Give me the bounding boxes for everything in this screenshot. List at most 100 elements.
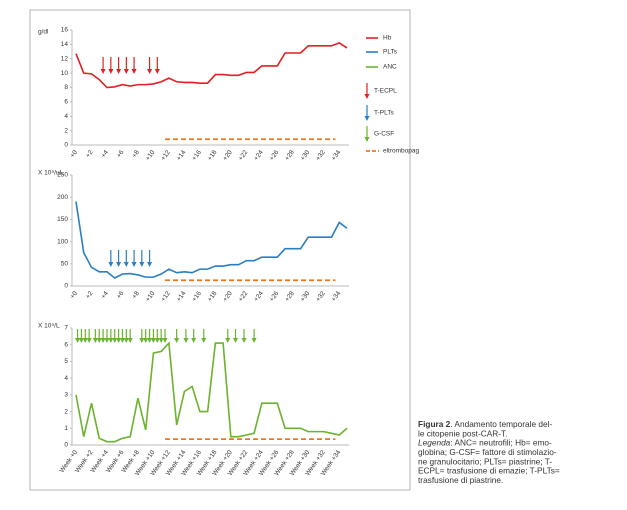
caption-legend-label: Legenda — [418, 438, 451, 448]
y-tick-label: 200 — [57, 194, 68, 201]
arrow-head — [158, 338, 164, 343]
arrow — [162, 329, 168, 343]
arrow — [116, 329, 122, 343]
arrow-head — [162, 338, 168, 343]
arrow-head — [100, 69, 106, 74]
arrow-head — [191, 338, 197, 343]
arrow-head — [147, 262, 153, 267]
arrow — [174, 329, 180, 343]
arrow — [82, 329, 88, 343]
arrow-head — [108, 69, 114, 74]
y-tick-label: 6 — [64, 341, 68, 348]
arrow — [78, 329, 84, 343]
arrow-head — [225, 338, 231, 343]
arrow — [92, 329, 98, 343]
x-tick-label: +6 — [116, 149, 126, 159]
arrow — [123, 250, 129, 267]
arrow — [96, 329, 102, 343]
arrow — [131, 250, 137, 267]
legend-label: Hb — [383, 35, 392, 42]
arrow-head — [123, 338, 129, 343]
y-tick-label: 150 — [57, 216, 68, 223]
legend-label: T-ECPL — [374, 88, 397, 95]
arrow-head — [92, 338, 98, 343]
y-axis-label: g/dl — [38, 29, 49, 36]
arrow — [183, 329, 189, 343]
arrow — [116, 250, 122, 267]
y-tick-label: 4 — [64, 113, 68, 120]
arrow — [75, 329, 81, 343]
arrow — [233, 329, 239, 343]
figure-frame — [29, 9, 411, 491]
x-tick-label: +8 — [131, 149, 141, 159]
x-tick-label: +0 — [69, 149, 79, 159]
caption-line: ne granulocitario; PLTs= piastrine; T- — [418, 456, 552, 466]
arrow-head — [251, 338, 257, 343]
arrow — [364, 83, 370, 99]
caption-line: trasfusione di piastrine. — [418, 475, 503, 485]
arrow — [241, 329, 247, 343]
legend-label: ANC — [383, 64, 397, 71]
x-tick-label: +4 — [100, 149, 110, 159]
arrow-head — [143, 338, 149, 343]
caption-label: Figura 2 — [418, 419, 451, 429]
y-tick-label: 0 — [64, 283, 68, 290]
y-tick-label: 6 — [64, 99, 68, 106]
arrow — [154, 57, 160, 74]
caption-line: le citopenie post-CAR-T. — [418, 428, 507, 438]
x-tick-label: +0 — [69, 290, 79, 300]
arrow-head — [233, 338, 239, 343]
y-tick-label: 2 — [64, 127, 68, 134]
y-tick-label: 5 — [64, 358, 68, 365]
arrow — [225, 329, 231, 343]
arrow — [147, 250, 153, 267]
y-tick-label: 100 — [57, 238, 68, 245]
arrow — [143, 329, 149, 343]
arrow-head — [364, 137, 370, 142]
arrow-head — [78, 338, 84, 343]
arrow — [112, 329, 118, 343]
caption-line: Legenda: ANC= neutrofili; Hb= emo- — [418, 438, 552, 448]
arrow-head — [82, 338, 88, 343]
y-tick-label: 12 — [61, 55, 69, 62]
arrow — [201, 329, 207, 343]
y-tick-label: 8 — [64, 84, 68, 91]
arrow-head — [174, 338, 180, 343]
arrow-head — [116, 69, 122, 74]
y-tick-label: 14 — [61, 41, 69, 48]
arrow-head — [104, 338, 110, 343]
arrow-head — [364, 94, 370, 99]
y-tick-label: 0 — [64, 142, 68, 149]
x-tick-label: +8 — [131, 290, 141, 300]
arrow — [147, 329, 153, 343]
arrow-head — [119, 338, 125, 343]
arrow — [131, 57, 137, 74]
arrow — [158, 329, 164, 343]
arrow-head — [116, 338, 122, 343]
arrow-head — [116, 262, 122, 267]
y-tick-label: 50 — [61, 261, 69, 268]
arrow — [364, 126, 370, 142]
y-tick-label: 0 — [64, 442, 68, 449]
caption-text: . Andamento temporale del- — [450, 419, 552, 429]
arrow — [100, 57, 106, 74]
arrow — [364, 105, 370, 121]
y-tick-label: 250 — [57, 172, 68, 179]
arrow — [104, 329, 110, 343]
arrow-head — [139, 338, 145, 343]
data-line — [75, 201, 348, 279]
data-line — [75, 341, 348, 443]
arrow-head — [147, 69, 153, 74]
x-tick-label: +4 — [100, 290, 110, 300]
arrow-head — [96, 338, 102, 343]
arrow — [108, 57, 114, 74]
arrow-head — [183, 338, 189, 343]
y-tick-label: 1 — [64, 425, 68, 432]
legend-label: G-CSF — [374, 131, 394, 138]
arrow-head — [112, 338, 118, 343]
arrow-head — [201, 338, 207, 343]
data-line — [75, 42, 348, 89]
caption-text: : ANC= neutrofili; Hb= emo- — [450, 438, 552, 448]
arrow — [116, 57, 122, 74]
